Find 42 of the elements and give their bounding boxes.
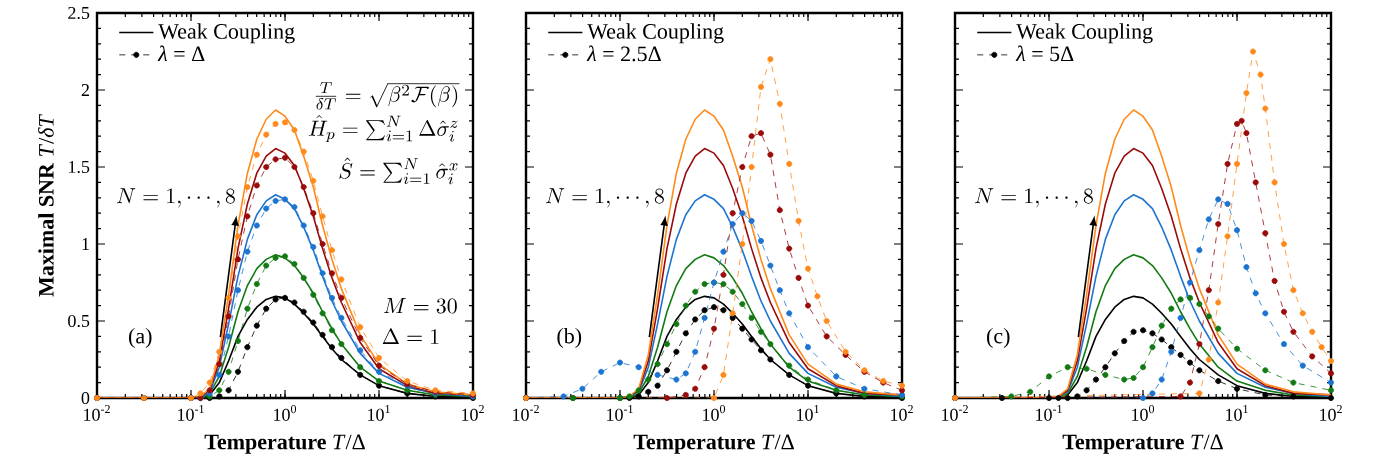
y-tick-label: 1 <box>82 238 89 250</box>
legend-label: λ = Δ <box>157 45 205 62</box>
x-tick-label: 10$^{2}$ <box>1320 405 1342 421</box>
legend-label: Weak Coupling <box>1016 23 1153 44</box>
annotation: $\Delta=1$ <box>382 328 439 344</box>
annotation: (c) <box>987 327 1010 348</box>
annotation: $\hat{S}=\sum_{i=1}^N\hat{\sigma}_i^x$ <box>339 157 458 185</box>
x-tick-label: 10$^{-1}$ <box>607 405 633 421</box>
y-tick-label: 1.5 <box>69 160 90 174</box>
x-tick-label: 10$^{-2}$ <box>513 405 539 421</box>
y-tick-label: 0.5 <box>68 314 90 328</box>
x-tick-label: 10$^{1}$ <box>1226 405 1248 421</box>
annotation: $N=1,\cdots,8$ <box>545 188 664 208</box>
x-tick-label: 10$^{-2}$ <box>84 405 110 421</box>
annotation: $N=1,\cdots,8$ <box>116 188 235 208</box>
x-tick-label: 10$^{0}$ <box>274 405 297 421</box>
x-tick-label: 10$^{-1}$ <box>1036 405 1062 421</box>
y-tick-label: 0 <box>81 391 90 405</box>
annotation: (b) <box>557 327 582 348</box>
annotation: $\hat{H}_p=\sum_{i=1}^N\Delta\hat{\sigma}_i^z$ <box>308 114 458 143</box>
legend-label: Weak Coupling <box>158 23 295 44</box>
x-tick-label: 10$^{2}$ <box>891 405 913 421</box>
legend-label: Weak Coupling <box>587 23 724 44</box>
x-axis-title: Temperature T/Δ <box>204 434 365 454</box>
annotation: (a) <box>129 327 152 348</box>
x-tick-label: 10$^{0}$ <box>703 405 726 421</box>
x-tick-label: 10$^{2}$ <box>462 405 484 421</box>
legend-label: λ = 5Δ <box>1015 45 1074 62</box>
x-axis-title: Temperature T/Δ <box>1062 434 1223 454</box>
x-tick-label: 10$^{-1}$ <box>178 405 204 421</box>
x-tick-label: 10$^{1}$ <box>368 405 390 421</box>
x-tick-label: 10$^{-2}$ <box>942 405 968 421</box>
legend-label: λ = 2.5Δ <box>586 45 661 62</box>
annotation: $\frac{T}{\delta T}=\sqrt{\beta^2\mathcal{F}(\beta)}$ <box>315 82 460 110</box>
x-tick-label: 10$^{0}$ <box>1132 405 1155 421</box>
y-tick-label: 2.5 <box>68 6 90 20</box>
annotation: $M=30$ <box>383 298 457 314</box>
x-tick-label: 10$^{1}$ <box>797 405 819 421</box>
x-axis-title: Temperature T/Δ <box>633 434 794 454</box>
annotation: $N=1,\cdots,8$ <box>974 188 1093 208</box>
y-tick-label: 2 <box>81 84 89 96</box>
y-axis-title: Maximal SNR T/δT <box>38 114 54 297</box>
